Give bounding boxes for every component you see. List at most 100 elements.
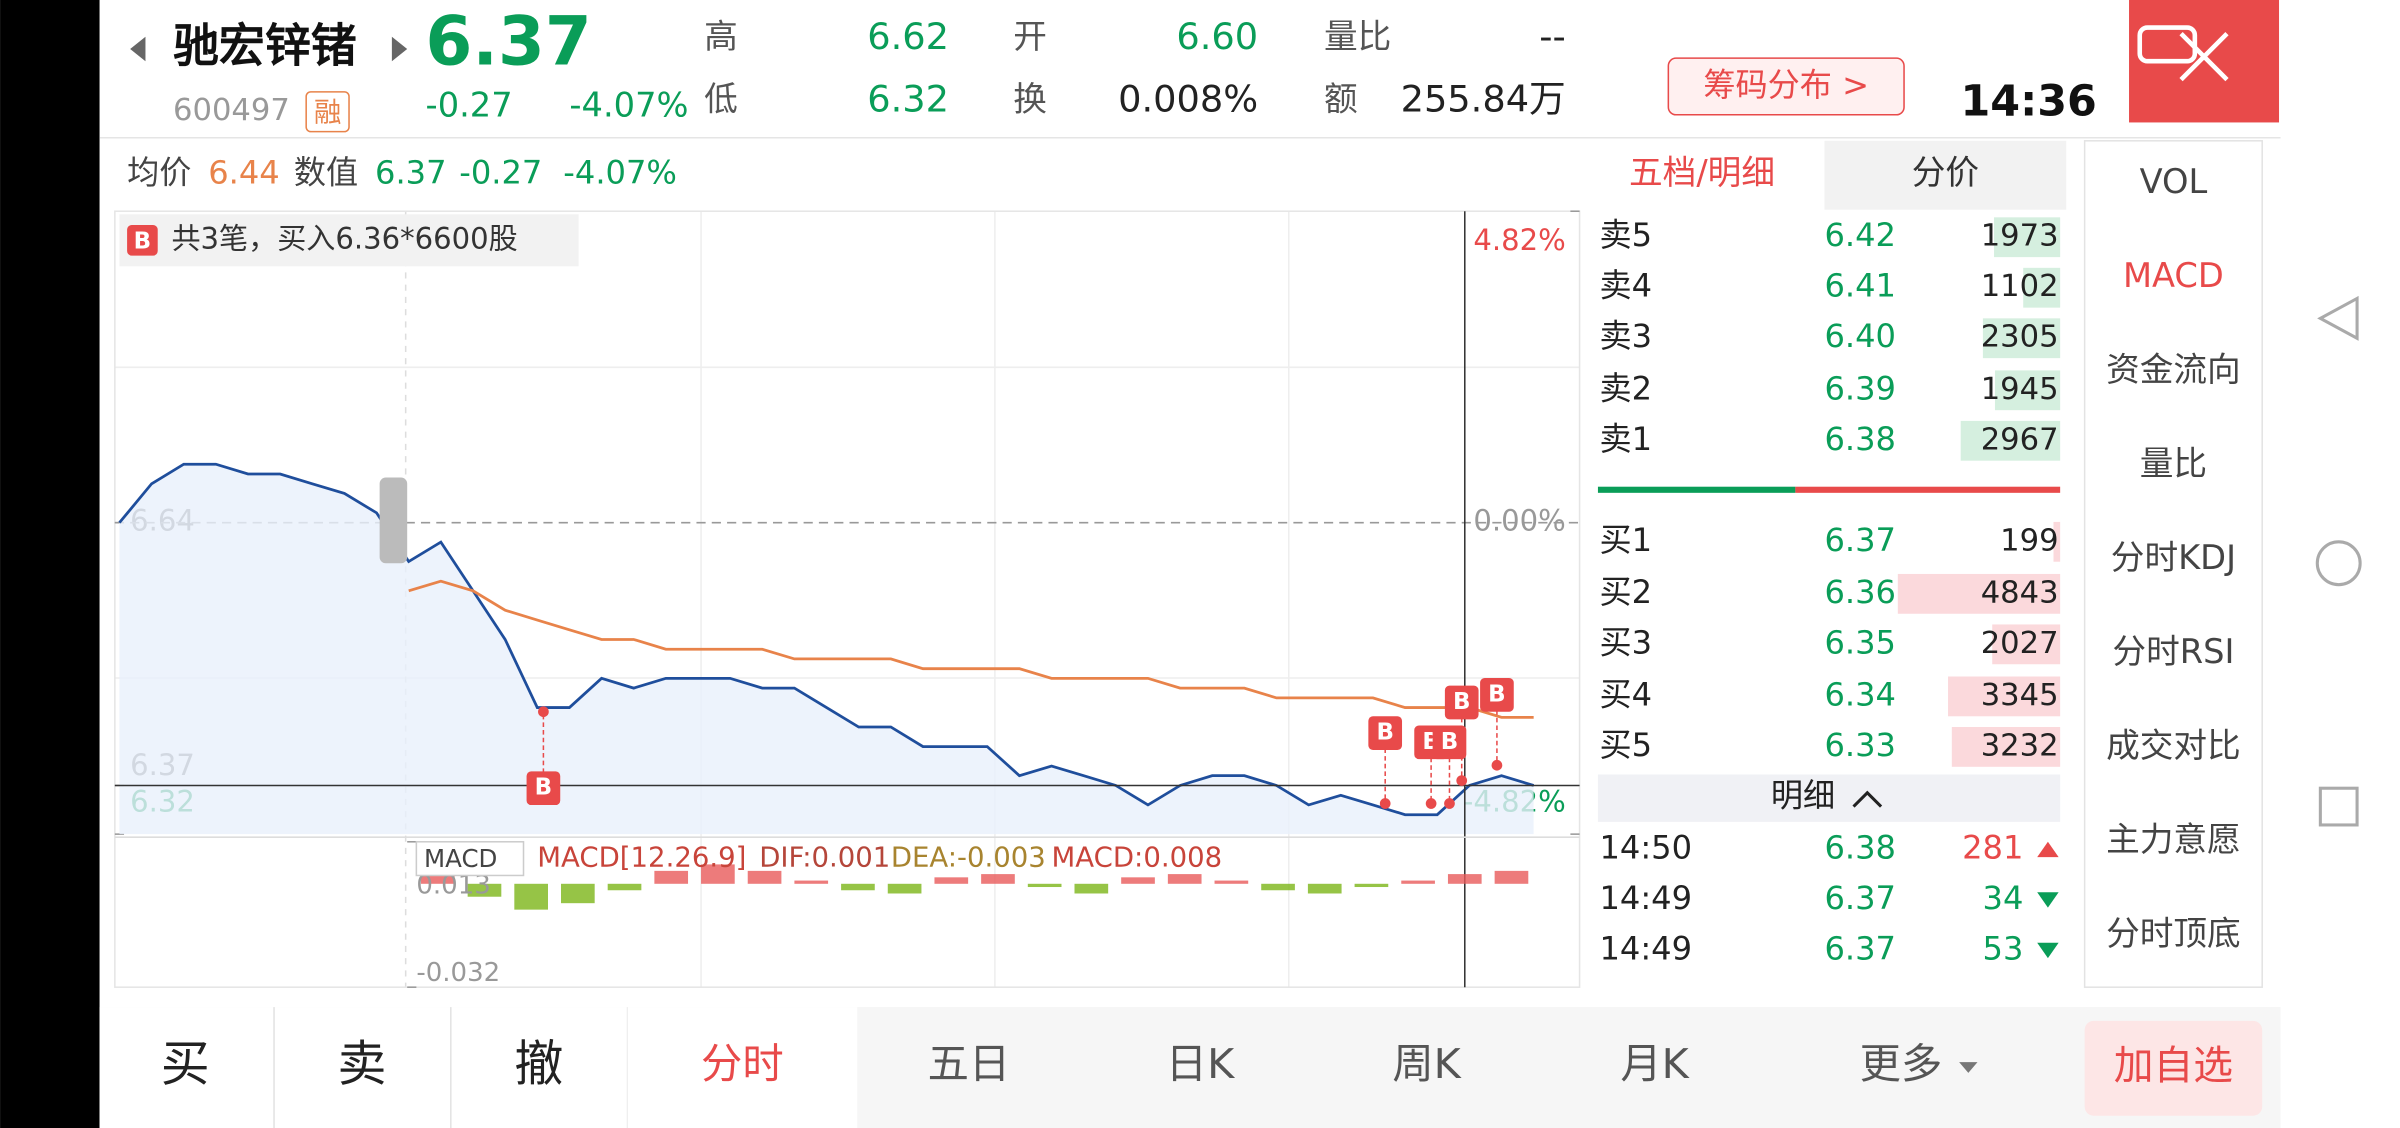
level-volume: 3232 [1981,728,2059,763]
marker-badge [1444,685,1479,720]
marker-badge-letter: B [1441,729,1458,755]
macd-dea: DEA:-0.003 [891,842,1046,874]
side-menu-item[interactable]: 量比 [2140,444,2207,483]
marker-dot [538,706,549,718]
avg-label: 均价 [127,153,191,191]
period-tab[interactable]: 周K [1392,1040,1461,1088]
level-label: 买5 [1599,726,1652,764]
marker-dot [1456,775,1468,786]
stat-value: 6.62 [867,15,949,58]
side-menu-item[interactable]: 分时RSI [2112,632,2234,671]
marker-dot [1444,798,1455,809]
level-price: 6.33 [1824,726,1896,764]
macd-bar [701,864,735,884]
side-menu-item[interactable]: 分时KDJ [2111,538,2236,577]
period-tab[interactable]: 日K [1166,1040,1235,1088]
stat-label: 低 [704,80,738,119]
stat-value: -- [1539,15,1565,58]
stat-label: 高 [704,17,738,56]
macd-tick-label: -0.032 [416,958,500,988]
trade-volume: 281 [1962,828,2023,866]
detail-header[interactable] [1597,774,2061,822]
volume-bar [1992,624,2061,665]
trade-price: 6.37 [1824,929,1896,967]
macd-bar [1447,874,1482,884]
period-tab[interactable]: 月K [1620,1040,1689,1088]
volume-bar [1951,727,2061,767]
level-volume: 1973 [1981,219,2059,254]
side-menu-item[interactable]: 分时顶底 [2106,914,2241,953]
macd-bar [1261,883,1295,891]
period-tab[interactable]: 更多 [1860,1040,1943,1088]
value: 6.37 [375,153,447,191]
nav-home[interactable] [2315,540,2362,587]
detail-label: 明细 [1771,776,1835,814]
marker-icon [127,224,158,256]
level-label: 卖4 [1599,267,1652,305]
macd-bar [887,883,922,894]
avg-line [408,579,1534,719]
action-button[interactable]: 卖 [338,1035,387,1092]
chip-button[interactable] [1667,57,1905,116]
volume-bar [1994,370,2061,411]
trade-time: 14:49 [1599,929,1692,967]
macd-label: MACD [424,844,497,873]
side-menu-item[interactable]: 资金流向 [2106,350,2241,389]
action-button[interactable]: 买 [161,1035,210,1092]
period-tab[interactable]: 分时 [701,1040,784,1088]
macd-bar [934,877,969,884]
stat-value: 0.008% [1118,78,1258,121]
macd-bar [841,883,875,891]
trade-volume: 34 [1983,879,2024,917]
detail-caret [1852,790,1883,808]
macd-bar [1494,870,1529,884]
side-menu-item[interactable]: 成交对比 [2106,726,2241,765]
side-menu-item[interactable]: VOL [2140,162,2208,201]
add-button[interactable] [2084,1020,2263,1116]
macd-selector[interactable] [415,841,525,877]
macd-bar [1167,874,1202,884]
volume-bar [1994,217,2061,258]
marker-badge [1480,678,1514,712]
balance-bar [1597,486,1796,493]
stock-code: 600497 [173,93,290,128]
action-button[interactable]: 撤 [514,1035,563,1092]
period-tab[interactable]: 五日 [928,1040,1011,1088]
value-label: 数值 [294,153,358,191]
macd-bar [1074,883,1109,894]
nav-back[interactable] [2317,295,2359,341]
level-volume: 1945 [1981,372,2059,407]
more-caret [1959,1062,1978,1073]
change: -0.27 [426,86,513,125]
price-line [118,462,1535,817]
macd-bar [514,883,548,910]
volume-bar [2053,521,2061,562]
tab-active-bg [627,1007,858,1128]
level-volume: 1102 [1981,269,2059,304]
level-price: 6.37 [1824,521,1896,559]
trade-note: 共3笔，买入6.36*6600股 [171,221,517,255]
bottom-actions [99,1007,628,1128]
macd-bar [1401,880,1435,884]
trade-note-box[interactable] [119,214,579,267]
stat-label: 换 [1013,80,1047,119]
level-price: 6.39 [1824,369,1896,407]
level-price: 6.36 [1824,573,1896,611]
price: 6.37 [426,1,592,80]
level-label: 卖5 [1599,216,1652,254]
tab-bg [1824,140,2067,210]
y2-tick-label: 4.82% [1473,223,1565,257]
nav-recent[interactable] [2318,786,2359,827]
macd-bar [607,883,642,891]
side-menu-item[interactable]: 主力意愿 [2106,820,2241,859]
volume-bar [2023,267,2061,308]
side-menu-item[interactable]: MACD [2123,256,2224,295]
macd-dif: DIF:0.001 [759,842,890,874]
level-label: 卖2 [1599,369,1652,407]
level-label: 买3 [1599,623,1652,661]
side-menu [2083,140,2263,988]
marker-badge-letter: B [1376,720,1393,746]
handle [379,477,408,564]
level-volume: 4843 [1981,575,2059,610]
